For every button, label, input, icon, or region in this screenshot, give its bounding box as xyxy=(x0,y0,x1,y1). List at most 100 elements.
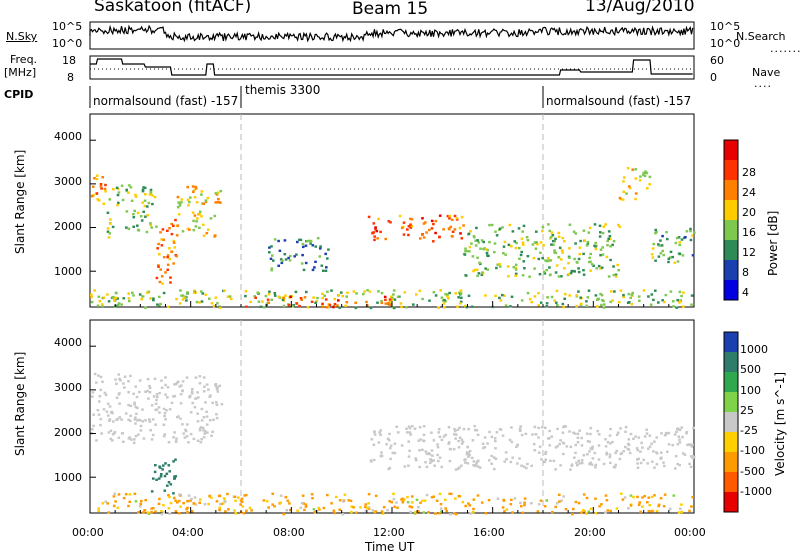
power-cell xyxy=(109,218,112,221)
velocity-cell xyxy=(424,450,428,453)
power-cell xyxy=(173,246,176,249)
power-cell xyxy=(149,222,152,225)
power-cell xyxy=(537,304,541,307)
power-cell xyxy=(265,303,269,306)
power-cell xyxy=(554,251,558,255)
velocity-cell xyxy=(608,453,612,456)
power-cell xyxy=(194,187,198,190)
xtick-0800: 08:00 xyxy=(273,526,305,539)
velocity-cell xyxy=(680,503,683,506)
power-cell xyxy=(208,297,211,300)
velocity-cell xyxy=(108,419,111,422)
power-cell xyxy=(473,268,477,272)
velocity-cell xyxy=(437,428,441,431)
power-cell xyxy=(185,299,188,302)
power-cell xyxy=(264,294,268,298)
power-cell xyxy=(149,190,153,194)
velocity-cell xyxy=(194,503,198,506)
velocity-cell xyxy=(411,425,414,428)
power-cell xyxy=(257,300,261,303)
velocity-cell xyxy=(216,386,219,389)
power-cell xyxy=(186,227,190,230)
nsky-tick-bottom: 10^0 xyxy=(52,37,83,50)
power-cell xyxy=(144,306,147,309)
velocity-cell xyxy=(440,465,444,469)
velocity-cell xyxy=(379,429,382,432)
power-cell xyxy=(106,211,110,214)
velocity-cell xyxy=(655,463,659,466)
velocity-cell xyxy=(455,433,458,436)
velocity-cell xyxy=(407,440,410,443)
velocity-cell xyxy=(676,462,679,466)
velocity-cell xyxy=(166,386,170,389)
velocity-cell xyxy=(691,443,694,447)
power-cell xyxy=(302,245,305,249)
velocity-cell xyxy=(132,441,136,445)
power-cell xyxy=(495,234,499,237)
velocity-cell xyxy=(495,431,499,434)
power-cell xyxy=(191,185,195,188)
power-cell xyxy=(503,294,506,297)
velocity-cell xyxy=(216,390,220,393)
power-cell xyxy=(99,183,103,186)
velocity-cell xyxy=(623,496,627,499)
power-cell xyxy=(514,268,518,271)
power-cell xyxy=(156,247,159,250)
power-cell xyxy=(159,302,162,306)
velocity-cell xyxy=(432,495,435,498)
velocity-cell xyxy=(455,513,458,516)
velocity-cell xyxy=(322,506,326,510)
velocity-cell xyxy=(244,493,248,497)
power-cell xyxy=(168,227,171,230)
power-cell xyxy=(166,256,169,259)
power-cell xyxy=(532,256,536,260)
power-cell xyxy=(229,297,233,301)
velocity-cell xyxy=(215,416,219,420)
power-cell xyxy=(486,268,489,271)
power-cell xyxy=(464,304,467,308)
velocity-cell xyxy=(634,435,637,438)
velocity-cell xyxy=(626,442,630,446)
velocity-cell xyxy=(100,432,103,435)
velocity-cell xyxy=(637,503,641,506)
velocity-cell xyxy=(418,449,421,452)
power-cell xyxy=(91,185,95,188)
power-cell xyxy=(546,296,549,299)
power-cell xyxy=(462,224,465,227)
velocity-colorbar-band xyxy=(724,332,738,353)
velocity-cell xyxy=(440,510,443,513)
velocity-ytick-3000: 3000 xyxy=(54,381,82,394)
velocity-cell xyxy=(154,464,157,467)
power-cell xyxy=(374,228,377,231)
power-cell xyxy=(114,291,118,294)
power-cell xyxy=(652,242,656,246)
power-cell xyxy=(192,219,195,223)
power-cell xyxy=(538,273,542,276)
velocity-cell xyxy=(671,443,674,447)
power-cell xyxy=(217,200,220,204)
power-cell xyxy=(172,262,175,265)
power-cell xyxy=(132,216,136,219)
velocity-cell xyxy=(580,461,584,465)
velocity-cell xyxy=(109,437,113,441)
power-cell xyxy=(166,263,170,266)
velocity-cell xyxy=(90,428,94,431)
velocity-cell xyxy=(487,499,491,502)
velocity-cell xyxy=(572,431,575,434)
velocity-cell xyxy=(494,457,498,460)
velocity-cell xyxy=(468,449,472,453)
power-cell xyxy=(555,289,559,293)
velocity-cell xyxy=(639,450,642,453)
velocity-cell xyxy=(647,509,651,513)
power-cell xyxy=(170,232,174,236)
power-cell xyxy=(508,223,512,227)
velocity-cell xyxy=(392,497,396,501)
power-cell xyxy=(450,234,454,238)
velocity-cell xyxy=(611,440,614,444)
velocity-cell xyxy=(640,441,643,445)
velocity-cell xyxy=(457,446,461,449)
velocity-cell xyxy=(96,409,100,412)
power-cell xyxy=(284,258,288,261)
power-cell xyxy=(253,295,256,298)
power-cell xyxy=(667,260,670,264)
